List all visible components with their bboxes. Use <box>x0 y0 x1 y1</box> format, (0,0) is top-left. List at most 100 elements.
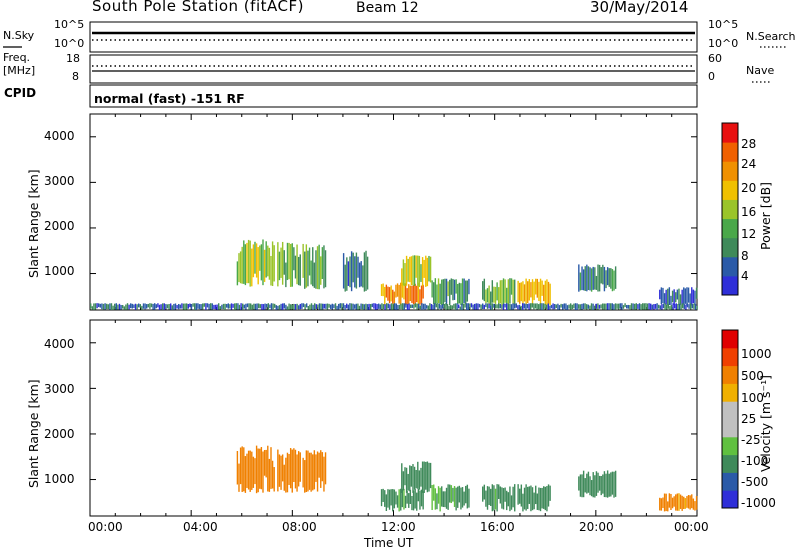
data-cell <box>125 304 127 310</box>
data-cell <box>365 250 367 291</box>
data-cell <box>692 289 695 304</box>
data-cell <box>241 246 243 284</box>
data-cell <box>358 305 361 310</box>
data-cell <box>259 448 261 489</box>
data-cell <box>509 303 511 310</box>
data-cell <box>477 303 479 310</box>
data-cell <box>429 462 432 489</box>
data-cell <box>643 303 645 310</box>
power-cbar-12: 12 <box>741 227 757 241</box>
velocity-colorbar-segment <box>722 419 738 438</box>
data-cell <box>397 304 399 310</box>
data-cell <box>684 288 687 304</box>
data-cell <box>424 303 426 310</box>
data-cell <box>531 279 534 305</box>
data-cell <box>605 473 607 498</box>
data-cell <box>421 303 423 310</box>
data-cell <box>509 278 511 304</box>
data-cell <box>266 303 268 308</box>
data-cell <box>316 451 319 492</box>
data-cell <box>668 493 671 508</box>
data-cell <box>482 486 484 502</box>
data-cell <box>246 303 249 308</box>
data-cell <box>338 303 340 310</box>
data-cell <box>590 480 593 497</box>
power-cbar-28: 28 <box>741 137 757 151</box>
data-cell <box>395 303 397 310</box>
data-cell <box>616 303 618 309</box>
data-cell <box>531 303 533 308</box>
data-cell <box>527 281 529 304</box>
power-colorbar-segment <box>722 275 738 296</box>
data-cell <box>602 264 604 285</box>
power-ytick-2000: 2000 <box>44 219 75 233</box>
data-cell <box>244 456 247 493</box>
data-cell <box>451 305 453 310</box>
data-cell <box>421 461 424 493</box>
vel-cbar-m100: -100 <box>741 454 769 468</box>
data-cell <box>290 304 292 310</box>
data-cell <box>418 303 420 309</box>
data-cell <box>213 304 215 310</box>
data-cell <box>565 303 567 310</box>
data-cell <box>243 447 245 492</box>
velocity-colorbar-segment <box>722 365 738 384</box>
data-cell <box>691 287 693 306</box>
data-cell <box>437 278 440 304</box>
data-cell <box>252 244 255 278</box>
data-cell <box>401 489 404 508</box>
data-cell <box>275 305 277 310</box>
data-cell <box>344 264 346 292</box>
data-cell <box>312 304 314 310</box>
data-cell <box>224 303 226 310</box>
data-cell <box>442 304 444 309</box>
data-cell <box>671 497 674 509</box>
data-cell <box>390 303 393 310</box>
data-cell <box>563 303 565 309</box>
data-cell <box>336 305 338 310</box>
data-cell <box>305 450 308 493</box>
data-cell <box>420 467 422 487</box>
data-cell <box>363 252 366 292</box>
data-cell <box>679 294 682 305</box>
data-cell <box>323 245 325 289</box>
data-cell <box>504 279 506 303</box>
data-cell <box>536 278 539 298</box>
data-cell <box>270 255 272 286</box>
data-cell <box>411 304 413 308</box>
data-cell <box>685 304 687 310</box>
data-cell <box>157 303 159 308</box>
data-cell <box>528 279 531 301</box>
data-cell <box>304 304 306 310</box>
data-cell <box>519 282 521 304</box>
data-cell <box>562 304 564 310</box>
data-cell <box>307 306 309 310</box>
data-cell <box>404 263 406 287</box>
data-cell <box>398 284 400 304</box>
data-cell <box>606 470 609 498</box>
data-cell <box>112 305 114 310</box>
data-cell <box>288 453 290 485</box>
data-cell <box>626 305 628 309</box>
data-cell <box>692 498 695 510</box>
data-cell <box>162 303 164 310</box>
data-cell <box>611 303 613 310</box>
data-cell <box>589 267 591 291</box>
data-cell <box>422 303 425 310</box>
data-cell <box>256 303 258 310</box>
data-cell <box>420 489 423 507</box>
data-cell <box>394 303 396 310</box>
data-cell <box>293 247 295 271</box>
data-cell <box>455 487 457 511</box>
data-cell <box>581 303 583 310</box>
data-cell <box>139 304 141 308</box>
data-cell <box>240 303 242 310</box>
data-cell <box>690 303 692 310</box>
data-cell <box>549 485 551 501</box>
data-cell <box>98 303 100 308</box>
data-cell <box>297 451 300 487</box>
data-cell <box>401 268 403 287</box>
data-cell <box>385 494 388 511</box>
data-cell <box>667 501 669 512</box>
data-cell <box>678 493 680 511</box>
